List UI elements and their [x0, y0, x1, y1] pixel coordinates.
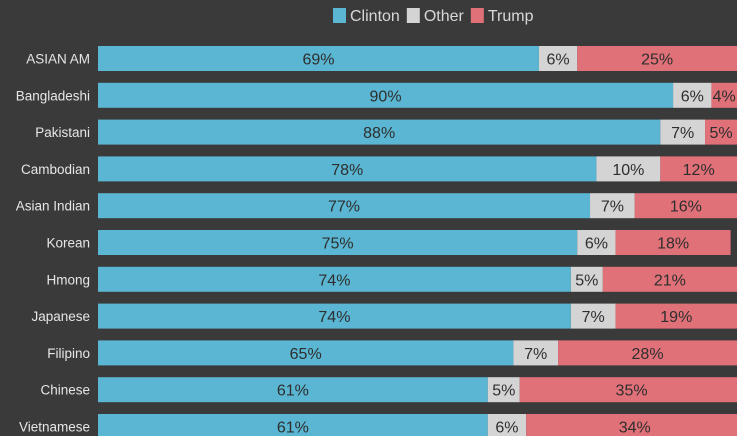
bar-clinton-cambodian: [98, 156, 597, 182]
bar-other-hmong: [570, 266, 603, 292]
legend-swatch-other: [406, 8, 420, 23]
data-label-trump-chinese: 35%: [616, 383, 648, 400]
data-label-other-asian-indian: 7%: [601, 199, 624, 216]
data-label-clinton-filipino: 65%: [290, 346, 322, 363]
data-label-trump-filipino: 28%: [632, 346, 664, 363]
bar-clinton-japanese: [98, 303, 571, 329]
data-label-clinton-hmong: 74%: [318, 272, 350, 289]
data-label-trump-asian-am: 25%: [641, 52, 673, 69]
data-label-trump-vietnamese: 34%: [619, 420, 651, 436]
category-label-asian-am: ASIAN AM: [26, 52, 90, 67]
data-label-trump-bangladeshi: 4%: [713, 88, 736, 105]
data-label-other-filipino: 7%: [524, 346, 547, 363]
category-label-asian-indian: Asian Indian: [16, 199, 90, 214]
bar-other-vietnamese: [487, 414, 527, 436]
data-label-other-bangladeshi: 6%: [681, 88, 704, 105]
bar-clinton-vietnamese: [98, 414, 488, 436]
bar-clinton-pakistani: [98, 119, 661, 145]
data-label-clinton-chinese: 61%: [277, 383, 309, 400]
data-label-other-asian-am: 6%: [547, 52, 570, 69]
data-label-trump-cambodian: 12%: [683, 162, 715, 179]
category-label-pakistani: Pakistani: [35, 125, 90, 140]
bar-trump-cambodian: [660, 156, 737, 182]
bar-other-bangladeshi: [673, 82, 712, 108]
data-label-clinton-asian-am: 69%: [302, 52, 334, 69]
bar-clinton-hmong: [98, 266, 571, 292]
bar-trump-asian-am: [577, 46, 737, 71]
data-label-other-chinese: 5%: [492, 383, 515, 400]
data-label-trump-pakistani: 5%: [709, 125, 732, 142]
data-label-trump-hmong: 21%: [654, 272, 686, 289]
legend: Clinton Other Trump: [333, 8, 534, 25]
bar-trump-hmong: [602, 266, 737, 292]
legend-label-other: Other: [424, 8, 465, 25]
bar-clinton-bangladeshi: [98, 82, 674, 108]
bar-trump-filipino: [558, 340, 737, 366]
data-label-clinton-korean: 75%: [322, 236, 354, 253]
bar-other-chinese: [487, 377, 520, 403]
data-label-other-korean: 6%: [585, 236, 608, 253]
legend-swatch-clinton: [333, 8, 346, 23]
data-label-other-pakistani: 7%: [671, 125, 694, 142]
bar-clinton-asian-indian: [98, 193, 591, 219]
bar-other-asian-am: [538, 46, 578, 71]
data-label-clinton-bangladeshi: 90%: [370, 88, 402, 105]
data-label-clinton-vietnamese: 61%: [277, 420, 309, 436]
category-label-cambodian: Cambodian: [21, 162, 90, 177]
bar-clinton-filipino: [98, 340, 514, 366]
bar-clinton-korean: [98, 230, 578, 255]
category-axis: ASIAN AM Bangladeshi Pakistani Cambodian Asi…: [16, 52, 90, 435]
bar-clinton-chinese: [98, 377, 488, 403]
category-label-vietnamese: Vietnamese: [19, 420, 90, 435]
bar-trump-asian-indian: [634, 193, 737, 219]
bar-other-asian-indian: [590, 193, 635, 219]
legend-label-trump: Trump: [488, 8, 534, 25]
bar-trump-korean: [615, 230, 731, 255]
data-label-trump-asian-indian: 16%: [670, 199, 702, 216]
bar-clinton-asian-am: [98, 46, 539, 71]
bar-other-cambodian: [596, 156, 661, 182]
bar-trump-bangladeshi: [711, 82, 737, 108]
category-label-filipino: Filipino: [47, 346, 90, 361]
data-label-clinton-cambodian: 78%: [331, 162, 363, 179]
bar-trump-pakistani: [705, 119, 737, 145]
data-label-clinton-pakistani: 88%: [363, 125, 395, 142]
data-label-clinton-japanese: 74%: [318, 309, 350, 326]
bar-other-pakistani: [660, 119, 706, 145]
category-label-hmong: Hmong: [46, 272, 90, 287]
category-label-bangladeshi: Bangladeshi: [16, 88, 90, 103]
bar-other-korean: [577, 230, 616, 255]
category-label-japanese: Japanese: [31, 309, 90, 324]
bar-other-filipino: [513, 340, 559, 366]
bar-trump-vietnamese: [526, 414, 737, 436]
data-label-other-japanese: 7%: [582, 309, 605, 326]
data-label-other-vietnamese: 6%: [495, 420, 518, 436]
data-label-clinton-asian-indian: 77%: [328, 199, 360, 216]
data-label-trump-korean: 18%: [657, 236, 689, 253]
bar-other-japanese: [570, 303, 616, 329]
data-label-other-cambodian: 10%: [612, 162, 644, 179]
bar-trump-chinese: [519, 377, 737, 403]
legend-label-clinton: Clinton: [350, 8, 400, 25]
category-label-korean: Korean: [46, 236, 90, 251]
plot-area: 69% 6% 25% 90% 6% 4% 88% 7% 5% 78% 10% 12% 77% 7% 16% 7…: [98, 46, 737, 436]
category-label-chinese: Chinese: [40, 383, 90, 398]
bar-trump-japanese: [615, 303, 737, 329]
data-label-other-hmong: 5%: [575, 272, 598, 289]
legend-swatch-trump: [470, 8, 484, 23]
data-label-trump-japanese: 19%: [660, 309, 692, 326]
